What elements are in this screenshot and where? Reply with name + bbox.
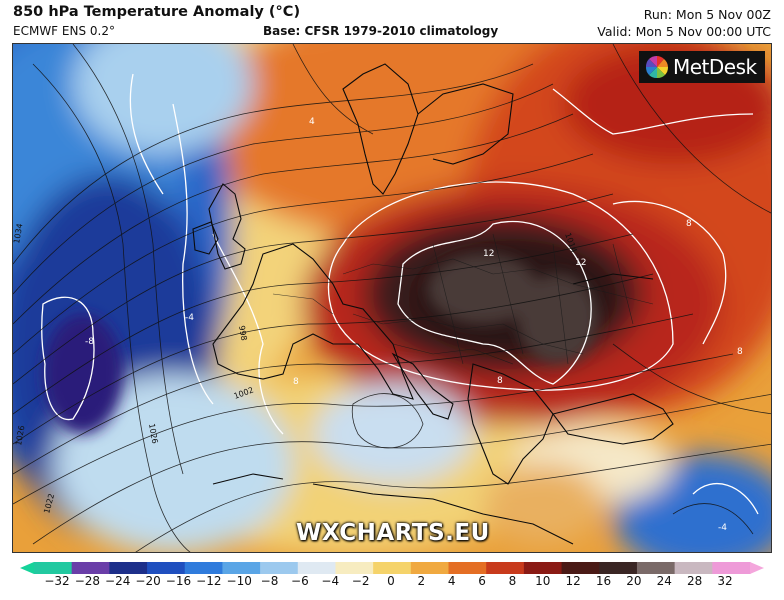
colorbar-tick-labels: −32 −28 −24 −20 −16 −12 −10 −8 −6 −4 −2 0 2 4 6 8 10 12 16…	[0, 574, 784, 594]
anomaly-label: 12	[575, 258, 586, 268]
anomaly-label: -4	[718, 523, 727, 533]
anomaly-label: 8	[293, 377, 299, 387]
model-label: ECMWF ENS 0.2°	[13, 24, 115, 38]
anomaly-label: -4	[185, 313, 194, 323]
colorbar-band	[71, 562, 110, 574]
anomaly-label-group: -8 -4 4 8 12 12 8 8 8 -4	[85, 117, 743, 533]
colorbar-band	[523, 562, 563, 574]
run-time-label: Run: Mon 5 Nov 00Z	[643, 7, 771, 22]
colorbar-tick: 10	[535, 574, 551, 588]
colorbar-band	[373, 562, 412, 574]
anomaly-label: 4	[309, 117, 315, 127]
colorbar-band	[410, 562, 450, 574]
colorbar-tick: −16	[165, 574, 192, 588]
anomaly-map: -8 -4 4 8 12 12 8 8 8 -4 998 1002 1014 1…	[12, 43, 772, 553]
map-canvas: -8 -4 4 8 12 12 8 8 8 -4 998 1002 1014 1…	[13, 44, 771, 552]
colorbar-tick: −10	[226, 574, 252, 588]
colorbar-band	[335, 562, 374, 574]
anomaly-label: 8	[497, 376, 503, 386]
colorbar-high-arrow	[750, 562, 764, 574]
anomaly-label: 8	[686, 219, 692, 229]
colorbar-tick: 28	[686, 574, 703, 588]
colorbar-band	[712, 562, 751, 574]
colorbar-band	[34, 562, 73, 574]
colorbar-band	[486, 562, 525, 574]
isobar-label: 1034	[13, 223, 25, 245]
base-climatology-label: Base: CFSR 1979-2010 climatology	[263, 24, 499, 38]
colorbar-tick: −12	[196, 574, 222, 588]
colorbar-tick: 6	[478, 574, 486, 588]
colorbar-tick: 2	[417, 574, 426, 588]
colorbar-tick: 32	[717, 574, 733, 588]
anomaly-contours	[41, 73, 759, 515]
isobar-label: 998	[237, 325, 249, 342]
colorbar-band	[109, 562, 148, 574]
watermark: WXCHARTS.EU	[296, 520, 490, 546]
colorbar-band	[448, 562, 487, 574]
anomaly-label: -8	[85, 337, 94, 347]
colorbar-tick: 8	[508, 574, 517, 588]
colorbar-band	[636, 562, 676, 574]
colorbar-band	[297, 562, 337, 574]
isobar-label: 1026	[14, 425, 26, 447]
colorbar-tick: 0	[387, 574, 395, 588]
logo-text: MetDesk	[673, 55, 757, 79]
colorbar-tick: 4	[447, 574, 456, 588]
colorbar-tick: 16	[595, 574, 612, 588]
colorbar-band	[599, 562, 638, 574]
pinwheel-icon	[645, 55, 669, 79]
colorbar-tick: 24	[656, 574, 672, 588]
colorbar-band	[674, 562, 713, 574]
colorbar-tick: −24	[105, 574, 131, 588]
colorbar-tick: −28	[74, 574, 101, 588]
anomaly-label: 8	[737, 347, 743, 357]
colorbar-band	[147, 562, 186, 574]
anomaly-label: 12	[483, 249, 494, 259]
colorbar-low-arrow	[20, 562, 34, 574]
valid-time-label: Valid: Mon 5 Nov 00:00 UTC	[597, 24, 771, 39]
colorbar-tick: −20	[135, 574, 161, 588]
isobars	[13, 44, 771, 552]
colorbar-svg	[20, 562, 764, 574]
country-borders	[272, 233, 654, 365]
colorbar	[20, 560, 764, 574]
colorbar-tick: −2	[351, 574, 370, 588]
colorbar-tick: −4	[321, 574, 340, 588]
colorbar-band	[184, 562, 224, 574]
metdesk-logo: MetDesk	[639, 51, 765, 83]
colorbar-tick: −6	[291, 574, 309, 588]
colorbar-tick: −8	[260, 574, 279, 588]
colorbar-tick: 20	[626, 574, 642, 588]
colorbar-band	[260, 562, 299, 574]
isobar-label: 1026	[147, 423, 159, 445]
coastlines	[192, 63, 674, 545]
colorbar-band	[561, 562, 600, 574]
chart-title: 850 hPa Temperature Anomaly (°C)	[13, 4, 301, 20]
colorbar-tick: −32	[44, 574, 70, 588]
colorbar-tick: 12	[565, 574, 581, 588]
colorbar-band	[222, 562, 261, 574]
anomaly-detail	[43, 254, 598, 434]
